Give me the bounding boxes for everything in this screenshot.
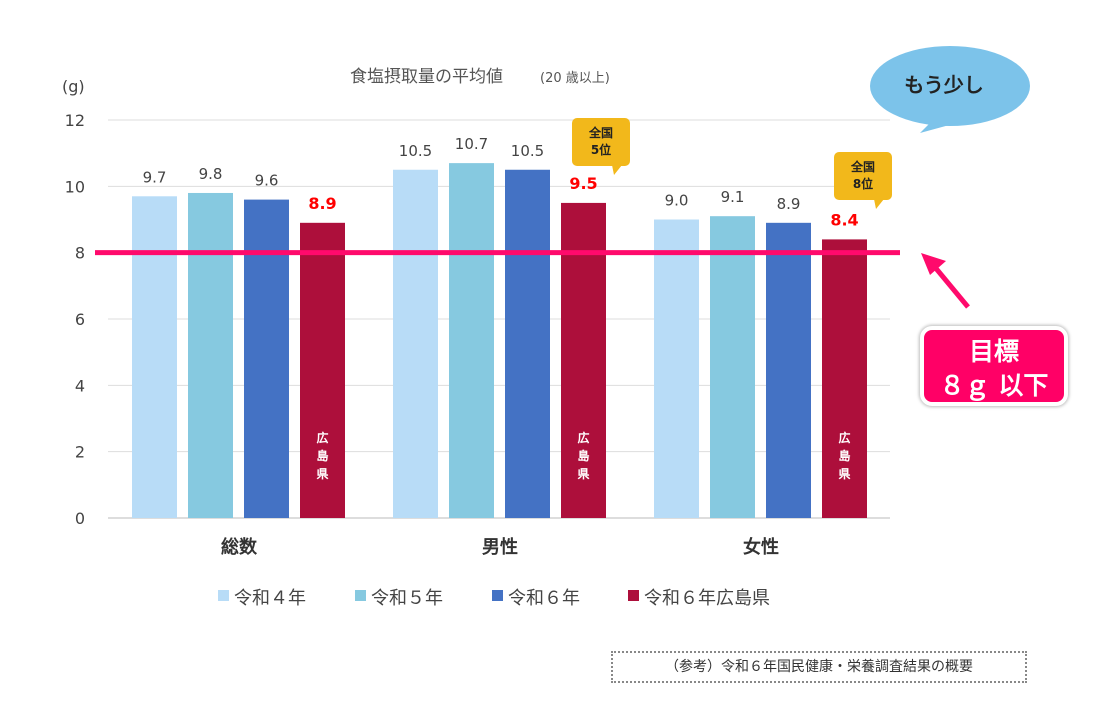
bar-text: 県 bbox=[316, 467, 328, 481]
arrow-line bbox=[932, 264, 970, 309]
bar-text: 広 bbox=[577, 430, 589, 445]
bar-text: 広 bbox=[838, 430, 850, 445]
reference-note: （参考）令和６年国民健康・栄養調査結果の概要 bbox=[611, 651, 1027, 683]
goal-line2: ８ｇ 以下 bbox=[939, 371, 1049, 400]
category-label: 女性 bbox=[743, 536, 779, 558]
legend-label: 令和６年 bbox=[508, 588, 580, 609]
bar bbox=[449, 163, 494, 518]
legend-label: 令和５年 bbox=[371, 588, 443, 609]
arrow-head-icon bbox=[921, 253, 946, 275]
y-tick-label: 8 bbox=[75, 244, 85, 263]
legend-swatch bbox=[218, 590, 229, 601]
rank-male-box bbox=[572, 118, 630, 166]
rank-female-text: 8位 bbox=[853, 176, 873, 191]
bar bbox=[300, 222, 345, 519]
bar bbox=[505, 169, 550, 518]
rank-female-tail bbox=[874, 199, 884, 209]
bar bbox=[393, 169, 438, 518]
bar bbox=[654, 219, 699, 518]
data-label: 10.5 bbox=[399, 142, 432, 160]
data-label: 8.9 bbox=[308, 194, 336, 213]
y-axis-label: (g) bbox=[62, 77, 85, 96]
bar bbox=[561, 202, 606, 518]
data-label: 8.4 bbox=[830, 210, 858, 229]
speech-bubble bbox=[870, 46, 1030, 126]
category-label: 総数 bbox=[221, 536, 258, 558]
bar-text: 広 bbox=[316, 430, 328, 445]
bar-text: 島 bbox=[316, 448, 328, 463]
bar bbox=[822, 239, 867, 518]
legend-swatch bbox=[355, 590, 366, 601]
data-label: 9.5 bbox=[569, 174, 597, 193]
data-label: 9.8 bbox=[199, 165, 223, 183]
speech-bubble-text: もう少し bbox=[904, 73, 983, 97]
y-tick-label: 6 bbox=[75, 310, 85, 329]
goal-line1: 目標 bbox=[968, 337, 1019, 366]
y-tick-label: 12 bbox=[65, 111, 85, 130]
category-label: 男性 bbox=[482, 536, 518, 558]
legend-swatch bbox=[628, 590, 639, 601]
bar-text: 島 bbox=[838, 448, 850, 463]
chart-subtitle: (20 歳以上) bbox=[540, 71, 610, 86]
bar bbox=[188, 192, 233, 518]
data-label: 9.7 bbox=[143, 168, 167, 186]
goal-box: 目標 ８ｇ 以下 bbox=[920, 326, 1068, 406]
bar-text: 島 bbox=[577, 448, 589, 463]
rank-female-box bbox=[834, 152, 892, 200]
bar-text: 県 bbox=[838, 467, 850, 481]
y-tick-label: 10 bbox=[65, 177, 85, 196]
rank-male-text: 全国 bbox=[588, 125, 613, 140]
data-label: 9.0 bbox=[665, 192, 689, 210]
bar bbox=[766, 222, 811, 519]
rank-male-tail bbox=[612, 165, 622, 175]
y-tick-label: 4 bbox=[75, 376, 85, 395]
legend-label: 令和４年 bbox=[234, 588, 306, 609]
data-label: 10.5 bbox=[511, 142, 544, 160]
legend-swatch bbox=[492, 590, 503, 601]
rank-male-text: 5位 bbox=[591, 142, 611, 157]
bar bbox=[132, 196, 177, 519]
data-label: 9.6 bbox=[255, 172, 279, 190]
bar-text: 県 bbox=[577, 467, 589, 481]
y-tick-label: 2 bbox=[75, 443, 85, 462]
rank-female-text: 全国 bbox=[850, 159, 875, 174]
data-label: 8.9 bbox=[777, 195, 801, 213]
bar bbox=[710, 216, 755, 518]
speech-bubble-tail bbox=[920, 118, 975, 133]
data-label: 9.1 bbox=[721, 188, 745, 206]
data-label: 10.7 bbox=[455, 135, 488, 153]
y-tick-label: 0 bbox=[75, 509, 85, 528]
legend-label: 令和６年広島県 bbox=[644, 588, 770, 609]
bar bbox=[244, 199, 289, 518]
chart-title: 食塩摂取量の平均値 bbox=[350, 67, 503, 87]
